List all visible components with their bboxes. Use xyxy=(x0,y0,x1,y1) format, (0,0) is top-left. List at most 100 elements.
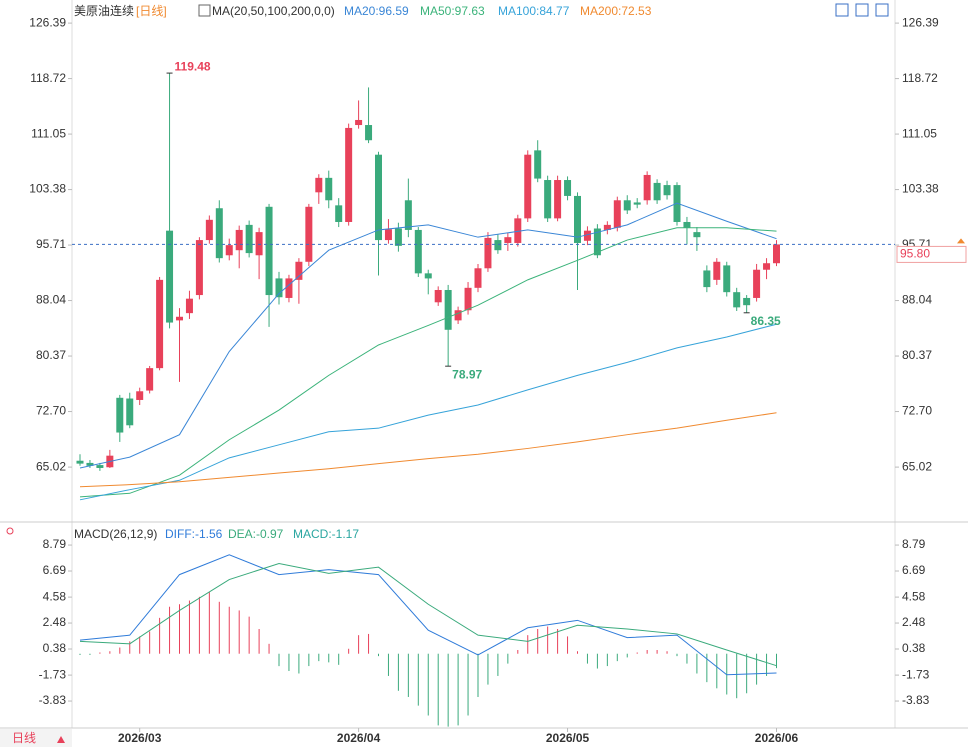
candle-body xyxy=(215,208,223,259)
y-tick-label: -3.83 xyxy=(39,693,67,707)
current-price-box xyxy=(896,245,967,263)
tab-arrow xyxy=(57,736,65,743)
tool-button[interactable] xyxy=(835,3,849,17)
legend-entry: DIFF:-1.56 xyxy=(165,527,223,541)
candle-body xyxy=(225,245,233,256)
y-tick-label: 65.02 xyxy=(36,459,66,473)
candle-body xyxy=(593,228,601,256)
y-tick-label: 2.48 xyxy=(43,615,67,629)
legend-entry: MA50:97.63 xyxy=(420,4,485,18)
y-tick-label: 8.79 xyxy=(902,537,926,551)
candle-body xyxy=(96,465,104,468)
candle-body xyxy=(444,289,452,330)
period-tab[interactable]: 日线 xyxy=(12,731,36,745)
y-tick-label: 0.38 xyxy=(43,641,67,655)
period[interactable]: [日线] xyxy=(136,4,167,18)
candle-body xyxy=(205,219,213,241)
candle-body xyxy=(404,200,412,230)
candle-body xyxy=(703,270,711,288)
candle-body xyxy=(743,297,751,306)
candle-body xyxy=(384,229,392,241)
candle-body xyxy=(275,278,283,298)
y-tick-label: 4.58 xyxy=(43,589,67,603)
y-tick-label: -1.73 xyxy=(902,667,930,681)
x-tick-label: 2026/03 xyxy=(118,731,162,745)
y-tick-label: 88.04 xyxy=(902,293,932,307)
y-tick-label: 103.38 xyxy=(29,182,66,196)
y-tick-label: 4.58 xyxy=(902,589,926,603)
candle-body xyxy=(583,230,591,241)
y-tick-label: 80.37 xyxy=(36,348,66,362)
candle-body xyxy=(345,127,353,222)
y-tick-label: 126.39 xyxy=(29,15,66,29)
candle-body xyxy=(653,182,661,201)
candle-body xyxy=(235,229,243,251)
tool-button[interactable] xyxy=(875,3,889,17)
low-annotation: 78.97 xyxy=(452,367,482,381)
y-tick-label: 6.69 xyxy=(43,563,67,577)
instrument-title: 美原油连续 xyxy=(74,3,134,18)
low-annotation: 86.35 xyxy=(751,314,781,328)
candle-body xyxy=(76,460,84,464)
candle-body xyxy=(166,230,174,323)
candle-body xyxy=(524,154,532,219)
x-tick-label: 2026/06 xyxy=(755,731,799,745)
candle-body xyxy=(574,195,581,243)
candle-body xyxy=(613,200,621,228)
ma-line xyxy=(79,227,777,498)
candle-body xyxy=(474,268,482,288)
ma-line xyxy=(79,202,777,469)
candle-body xyxy=(693,232,701,238)
candle-body xyxy=(265,206,273,296)
y-tick-label: 72.70 xyxy=(902,404,932,418)
price-arrow xyxy=(957,238,965,244)
candle-body xyxy=(603,224,611,230)
candle-body xyxy=(484,237,492,269)
candle-body xyxy=(504,237,512,243)
candle-body xyxy=(494,240,502,251)
indicator-icon[interactable] xyxy=(198,4,211,17)
legend-entry: MA200:72.53 xyxy=(580,4,652,18)
y-tick-label: -1.73 xyxy=(39,667,67,681)
settings-icon[interactable] xyxy=(6,527,14,535)
macd-line xyxy=(79,554,777,676)
y-tick-label: 6.69 xyxy=(902,563,926,577)
y-tick-label: -3.83 xyxy=(902,693,930,707)
candle-body xyxy=(424,273,432,279)
candle-body xyxy=(683,221,691,228)
candle-body xyxy=(86,462,94,466)
candle-body xyxy=(136,391,144,400)
legend-entry: MA100:84.77 xyxy=(498,4,570,18)
x-tick-label: 2026/04 xyxy=(337,731,381,745)
candle-body xyxy=(245,224,253,254)
candle-body xyxy=(325,177,333,201)
y-tick-label: 95.71 xyxy=(36,237,66,251)
candle-body xyxy=(394,228,402,246)
candle-body xyxy=(285,278,293,298)
candle-body xyxy=(255,232,263,256)
y-tick-label: 2.48 xyxy=(902,615,926,629)
y-tick-label: 118.72 xyxy=(902,71,938,85)
candle-body xyxy=(773,244,780,264)
y-tick-label: 80.37 xyxy=(902,348,932,362)
candle-body xyxy=(643,174,651,201)
candle-body xyxy=(663,185,671,196)
candle-body xyxy=(633,202,641,205)
y-tick-label: 126.39 xyxy=(902,15,939,29)
candle-body xyxy=(335,205,343,222)
candle-body xyxy=(116,397,124,433)
macd-line xyxy=(79,562,777,667)
candle-body xyxy=(355,119,363,126)
candle-body xyxy=(176,316,183,321)
candle-body xyxy=(733,292,741,308)
y-tick-label: 65.02 xyxy=(902,459,932,473)
x-tick-label: 2026/05 xyxy=(546,731,590,745)
y-tick-label: 72.70 xyxy=(36,404,66,418)
period-tab-bg[interactable] xyxy=(0,729,72,747)
tool-button[interactable] xyxy=(855,3,869,17)
macd-label: MACD:-1.17 xyxy=(293,527,359,541)
candle-body xyxy=(126,398,134,426)
candle-body xyxy=(534,150,542,179)
